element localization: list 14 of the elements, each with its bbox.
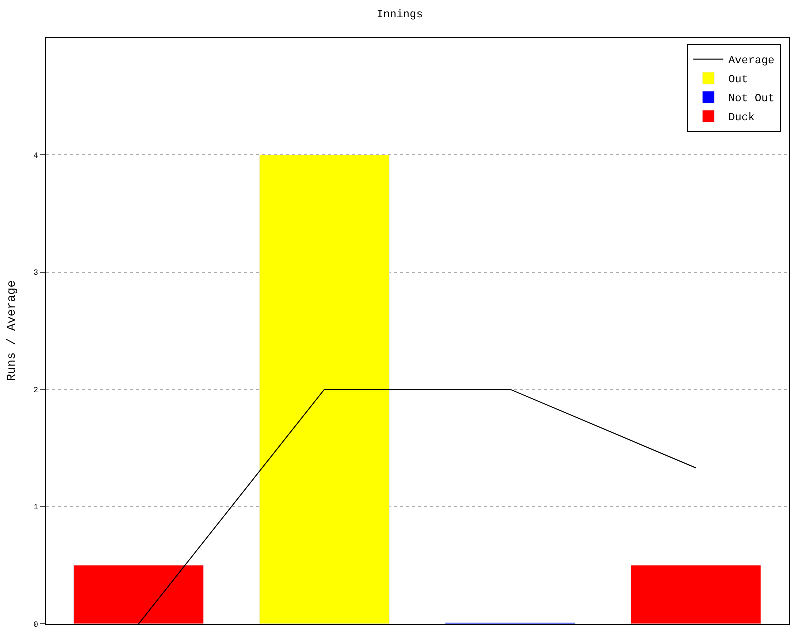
legend-label: Average [728, 56, 775, 68]
bar [630, 565, 762, 624]
y-tick-label: 4 [34, 152, 39, 161]
y-tick-label: 0 [34, 620, 39, 630]
y-tick-label: 2 [34, 386, 39, 396]
y-tick-label: 3 [34, 269, 39, 278]
legend-label: Not Out [728, 94, 775, 106]
bar [74, 565, 204, 624]
y-axis-title: Runs / Average [4, 280, 19, 382]
chart-title: Innings [376, 9, 424, 22]
legend-label: Out [728, 74, 748, 87]
bar [259, 154, 390, 624]
legend-label: Duck [728, 112, 756, 125]
y-tick-label: 1 [34, 504, 39, 513]
